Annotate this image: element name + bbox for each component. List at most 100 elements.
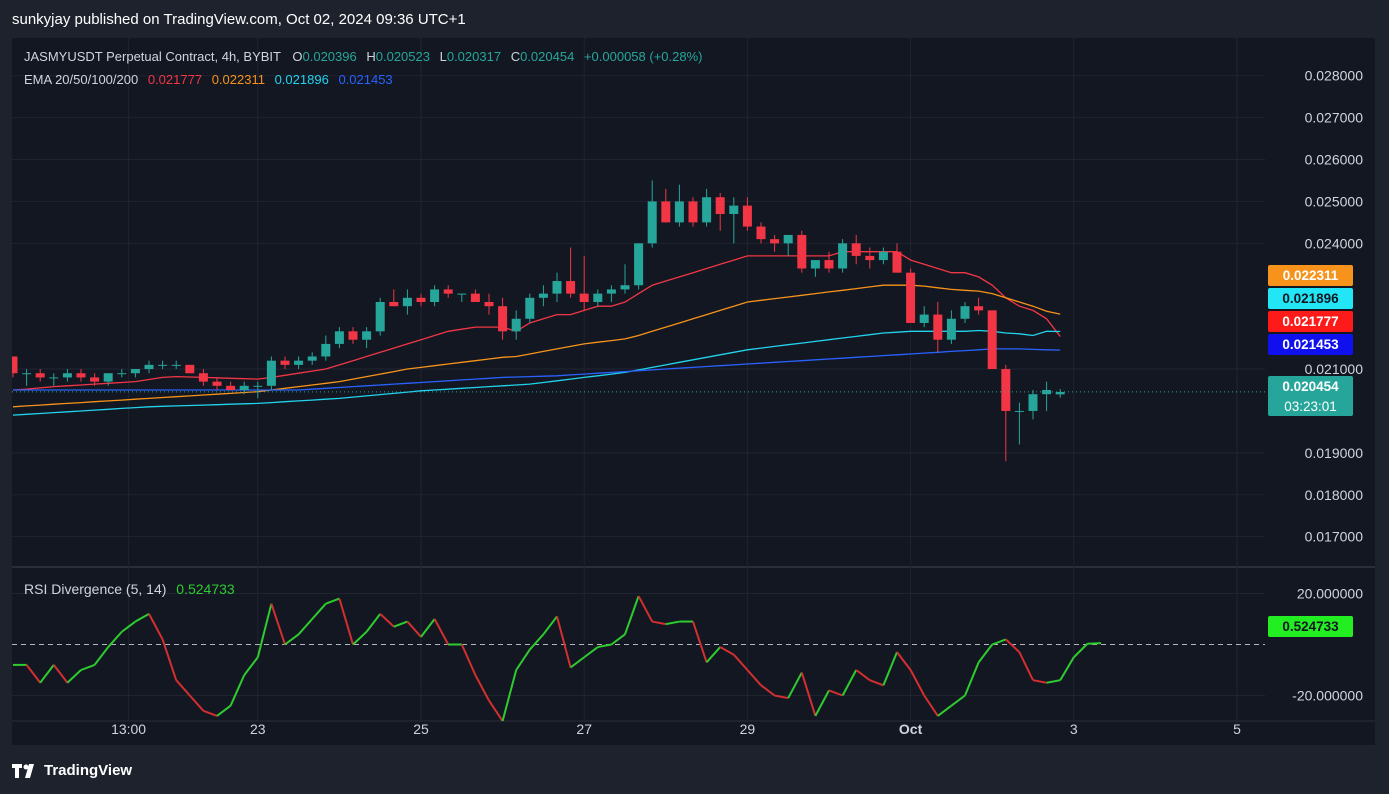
candle-body bbox=[566, 281, 576, 294]
candle-body bbox=[1042, 390, 1052, 395]
candle-body bbox=[158, 364, 168, 366]
rsi-segment bbox=[270, 603, 286, 645]
candle-body bbox=[797, 234, 807, 269]
chart-frame[interactable]: 0.017000 0.018000 0.019000 0.021000 0.024000… bbox=[12, 38, 1375, 745]
rsi-segment bbox=[800, 672, 817, 717]
ema50-line bbox=[12, 284, 1061, 408]
rsi-segment bbox=[774, 694, 789, 700]
ema-legend: EMA 20/50/100/200 0.021777 0.022311 0.02… bbox=[24, 72, 393, 87]
rsi-segment bbox=[624, 595, 640, 635]
rsi-segment bbox=[1059, 656, 1075, 681]
candle-body bbox=[987, 310, 997, 370]
candle-body bbox=[402, 297, 412, 307]
rsi-segment bbox=[1073, 643, 1089, 658]
rsi-segment bbox=[610, 633, 626, 646]
candle-body bbox=[49, 377, 59, 379]
rsi-segment bbox=[121, 620, 137, 633]
candle-body bbox=[974, 306, 984, 311]
rsi-segment bbox=[869, 679, 884, 687]
rsi-segment bbox=[433, 618, 450, 645]
rsi-segment bbox=[39, 664, 55, 684]
candle-body bbox=[103, 373, 113, 382]
rsi-segment bbox=[828, 689, 843, 697]
price-tick-label: 0.021000 bbox=[1305, 361, 1364, 377]
rsi-value: 0.524733 bbox=[176, 581, 235, 597]
rsi-segment bbox=[556, 616, 572, 668]
rsi-segment bbox=[148, 613, 164, 640]
rsi-segment bbox=[909, 669, 926, 696]
ema100-line bbox=[12, 329, 1061, 416]
rsi-segment bbox=[733, 654, 749, 671]
candle-body bbox=[674, 201, 684, 223]
time-tick-label: 25 bbox=[413, 721, 429, 737]
rsi-segment bbox=[352, 631, 368, 646]
candle-body bbox=[606, 289, 616, 294]
candle-body bbox=[878, 251, 888, 261]
candle-body bbox=[416, 297, 426, 302]
rsi-segment bbox=[515, 649, 531, 671]
ema100-badge: 0.021896 bbox=[1268, 288, 1353, 309]
candle-body bbox=[307, 356, 317, 361]
rsi-segment bbox=[338, 598, 354, 645]
candle-body bbox=[389, 302, 399, 307]
high-value: 0.020523 bbox=[375, 49, 430, 64]
rsi-segment bbox=[311, 603, 327, 620]
rsi-label: RSI Divergence (5, 14) bbox=[24, 581, 167, 597]
candle-body bbox=[838, 243, 848, 269]
candle-body bbox=[919, 314, 929, 323]
rsi-segment bbox=[705, 646, 721, 664]
open-value: 0.020396 bbox=[302, 49, 357, 64]
rsi-segment bbox=[991, 638, 1007, 646]
candle-body bbox=[1028, 394, 1038, 411]
tradingview-logo[interactable]: TradingView bbox=[12, 762, 132, 779]
candle-body bbox=[457, 293, 467, 295]
rsi-segment bbox=[882, 651, 898, 686]
candle-body bbox=[620, 285, 630, 290]
tradingview-logo-icon bbox=[12, 763, 38, 778]
rsi-segment bbox=[501, 669, 518, 722]
ema200-line bbox=[13, 348, 1061, 391]
rsi-tick-label: 20.000000 bbox=[1297, 586, 1363, 602]
change-value: +0.000058 (+0.28%) bbox=[583, 49, 703, 64]
rsi-segment bbox=[1046, 679, 1061, 684]
candle-countdown-badge: 03:23:01 bbox=[1268, 397, 1353, 416]
candle-body bbox=[647, 201, 657, 244]
candle-body bbox=[117, 373, 127, 375]
candle-body bbox=[756, 226, 766, 240]
candle-body bbox=[810, 260, 820, 269]
candle-body bbox=[443, 289, 453, 294]
time-tick-label: 23 bbox=[250, 721, 266, 737]
rsi-segment bbox=[841, 669, 858, 696]
time-tick-label: 13:00 bbox=[111, 721, 146, 737]
price-tick-label: 0.025000 bbox=[1305, 193, 1364, 209]
candle-body bbox=[1055, 391, 1065, 395]
candle-body bbox=[470, 293, 480, 302]
price-tick-label: 0.027000 bbox=[1305, 110, 1364, 126]
candle-body bbox=[294, 360, 304, 365]
chart-canvas[interactable]: 0.017000 0.018000 0.019000 0.021000 0.024000… bbox=[12, 38, 1375, 745]
candle-body bbox=[593, 293, 603, 302]
tradingview-brand: TradingView bbox=[44, 762, 133, 779]
candle-body bbox=[334, 331, 344, 344]
rsi-segment bbox=[1005, 638, 1021, 653]
price-tick-label: 0.026000 bbox=[1305, 152, 1364, 168]
candle-body bbox=[770, 239, 780, 244]
rsi-segment bbox=[25, 664, 41, 684]
candle-body bbox=[375, 302, 385, 332]
candle-body bbox=[171, 364, 181, 366]
rsi-segment bbox=[256, 603, 273, 658]
rsi-segment bbox=[977, 643, 993, 663]
rsi-segment bbox=[964, 661, 980, 696]
candle-body bbox=[62, 373, 72, 378]
time-tick-label: Oct bbox=[899, 721, 923, 737]
price-tick-label: 0.024000 bbox=[1305, 235, 1364, 251]
price-tick-label: 0.018000 bbox=[1305, 487, 1364, 503]
rsi-segment bbox=[637, 595, 654, 623]
candle-body bbox=[634, 243, 644, 286]
close-label: C bbox=[510, 49, 521, 64]
symbol-legend: JASMYUSDT Perpetual Contract, 4h, BYBIT … bbox=[24, 49, 703, 64]
rsi-segment bbox=[1032, 679, 1047, 684]
rsi-segment bbox=[787, 672, 803, 699]
candle-body bbox=[552, 281, 562, 294]
candle-body bbox=[212, 381, 222, 386]
